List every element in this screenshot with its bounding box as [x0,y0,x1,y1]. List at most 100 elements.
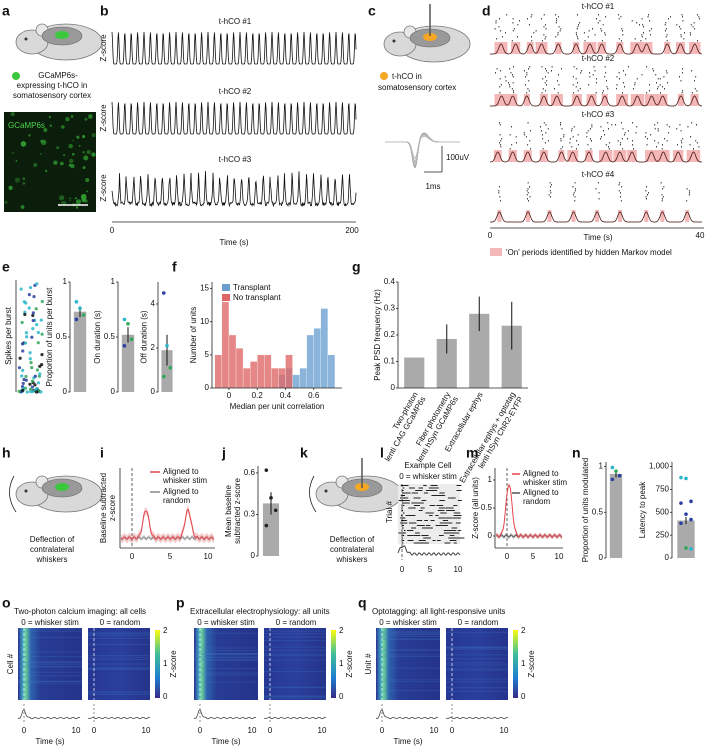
heatmap-row [264,659,326,661]
spike [546,84,548,86]
spike [569,142,571,144]
spike [449,535,455,536]
spike [495,22,497,24]
spike [661,198,663,200]
spike [575,78,577,80]
cell [15,160,18,162]
spike [649,90,651,92]
burst-dot [23,341,28,345]
cell [28,134,31,137]
spike [688,194,690,196]
heatmap [376,628,440,700]
spike [677,144,678,146]
spike [494,28,496,30]
spike [500,144,502,146]
cell [86,190,89,193]
cell [72,139,74,142]
spike [405,515,414,516]
spike [541,66,543,68]
on-period [508,150,517,162]
y-tick-label: 10 [200,317,209,326]
y-tick-label: 4 [151,299,156,308]
colorbar-tick-label: 2 [521,626,526,635]
spike [684,32,685,34]
spike [680,140,682,142]
spike [679,26,680,28]
data-point [74,300,79,304]
spike [511,144,513,146]
spike [596,18,597,20]
x-tick-label: 0 [130,552,135,561]
spike [401,542,404,544]
heatmap-row [194,674,258,676]
burst-dot [32,295,36,299]
spike [516,142,517,144]
heatmap-row [446,681,508,683]
spike [402,495,405,496]
spike [645,198,647,200]
spike [656,146,657,148]
spike [666,72,668,74]
spike [627,130,629,132]
cell [20,205,25,209]
spike [591,124,593,126]
spike [681,14,683,16]
spike [550,196,551,198]
spike [451,497,456,499]
spike [572,84,574,86]
mouse-eye [392,39,396,43]
spike [527,182,529,184]
spike [505,32,506,34]
spike [695,140,697,142]
spike [602,24,604,26]
y-axis-label: Z-score (all units) [471,477,480,539]
spike [660,92,661,94]
y-axis-label: On duration (s) [93,310,102,364]
spike [435,525,440,526]
spike [577,90,579,92]
spike [523,132,525,134]
cell [75,206,79,209]
spike [604,134,605,136]
heatmap-row [88,663,150,665]
on-period [523,94,530,106]
spike [528,80,530,82]
spike [698,146,700,148]
panel-letter: a [2,3,10,19]
spike [543,34,545,36]
spike [695,76,697,78]
spike [453,505,458,506]
y-tick-label: 1 [111,277,116,286]
spike [401,520,408,521]
spike [623,134,625,136]
heatmap-row [88,692,150,694]
colorbar-tick-label: 0 [163,692,168,701]
spike [636,22,638,24]
x-tick-label: 10 [204,552,213,561]
heatmap-row [194,659,258,661]
spike [528,200,529,202]
heatmap-label: 0 = whisker stim [197,618,255,627]
spike [605,72,607,74]
heatmap-row [194,656,258,658]
y-axis-label: Z-score [99,174,108,202]
spike [604,76,606,78]
spike [402,527,404,529]
histogram-bar [285,354,293,389]
cell [68,199,71,202]
heatmap [18,628,82,700]
spike [434,495,441,496]
spike [529,66,531,68]
on-period [597,42,606,54]
y-axis-label: Number of units [189,307,198,363]
heatmap-row [376,638,440,640]
spike [666,124,668,126]
histogram-bar [228,334,237,389]
heatmap-row [18,661,82,663]
spike [414,532,420,534]
spike [500,146,502,148]
heatmap-row [88,644,150,646]
spike [621,92,623,94]
colorbar-tick-label: 0 [521,692,526,701]
spike [663,186,665,188]
